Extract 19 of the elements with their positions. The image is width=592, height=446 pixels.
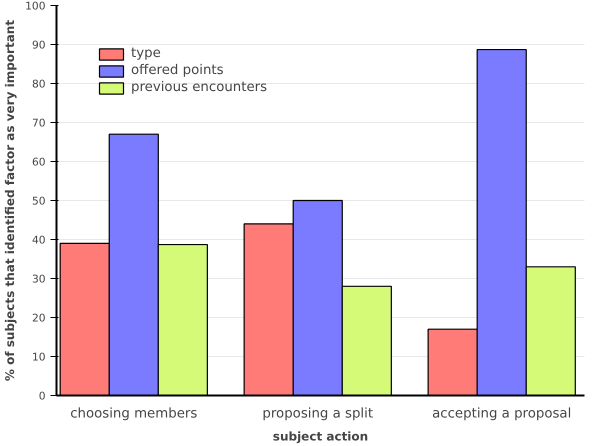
x-tick-label: proposing a split bbox=[262, 406, 374, 422]
legend-label: offered points bbox=[131, 63, 224, 78]
y-tick-label: 60 bbox=[32, 156, 46, 168]
y-axis-title: % of subjects that identified factor as very important bbox=[3, 20, 18, 382]
y-tick-label: 70 bbox=[32, 116, 46, 130]
legend-label: previous encounters bbox=[131, 80, 268, 95]
y-tick-label: 10 bbox=[32, 350, 46, 364]
x-tick-label: choosing members bbox=[70, 406, 198, 422]
y-tick-label: 40 bbox=[32, 234, 46, 246]
legend-label: type bbox=[131, 46, 161, 61]
y-tick-label: 90 bbox=[32, 38, 46, 52]
y-tick-label: 30 bbox=[32, 272, 46, 286]
x-tick-label: accepting a proposal bbox=[432, 406, 572, 422]
x-axis-title: subject action bbox=[272, 430, 368, 444]
y-tick-label: 50 bbox=[32, 194, 46, 208]
y-tick-label: 80 bbox=[32, 78, 46, 90]
y-tick-label: 20 bbox=[32, 312, 46, 324]
y-tick-label: 100 bbox=[25, 0, 46, 12]
y-tick-label: 0 bbox=[38, 390, 46, 402]
